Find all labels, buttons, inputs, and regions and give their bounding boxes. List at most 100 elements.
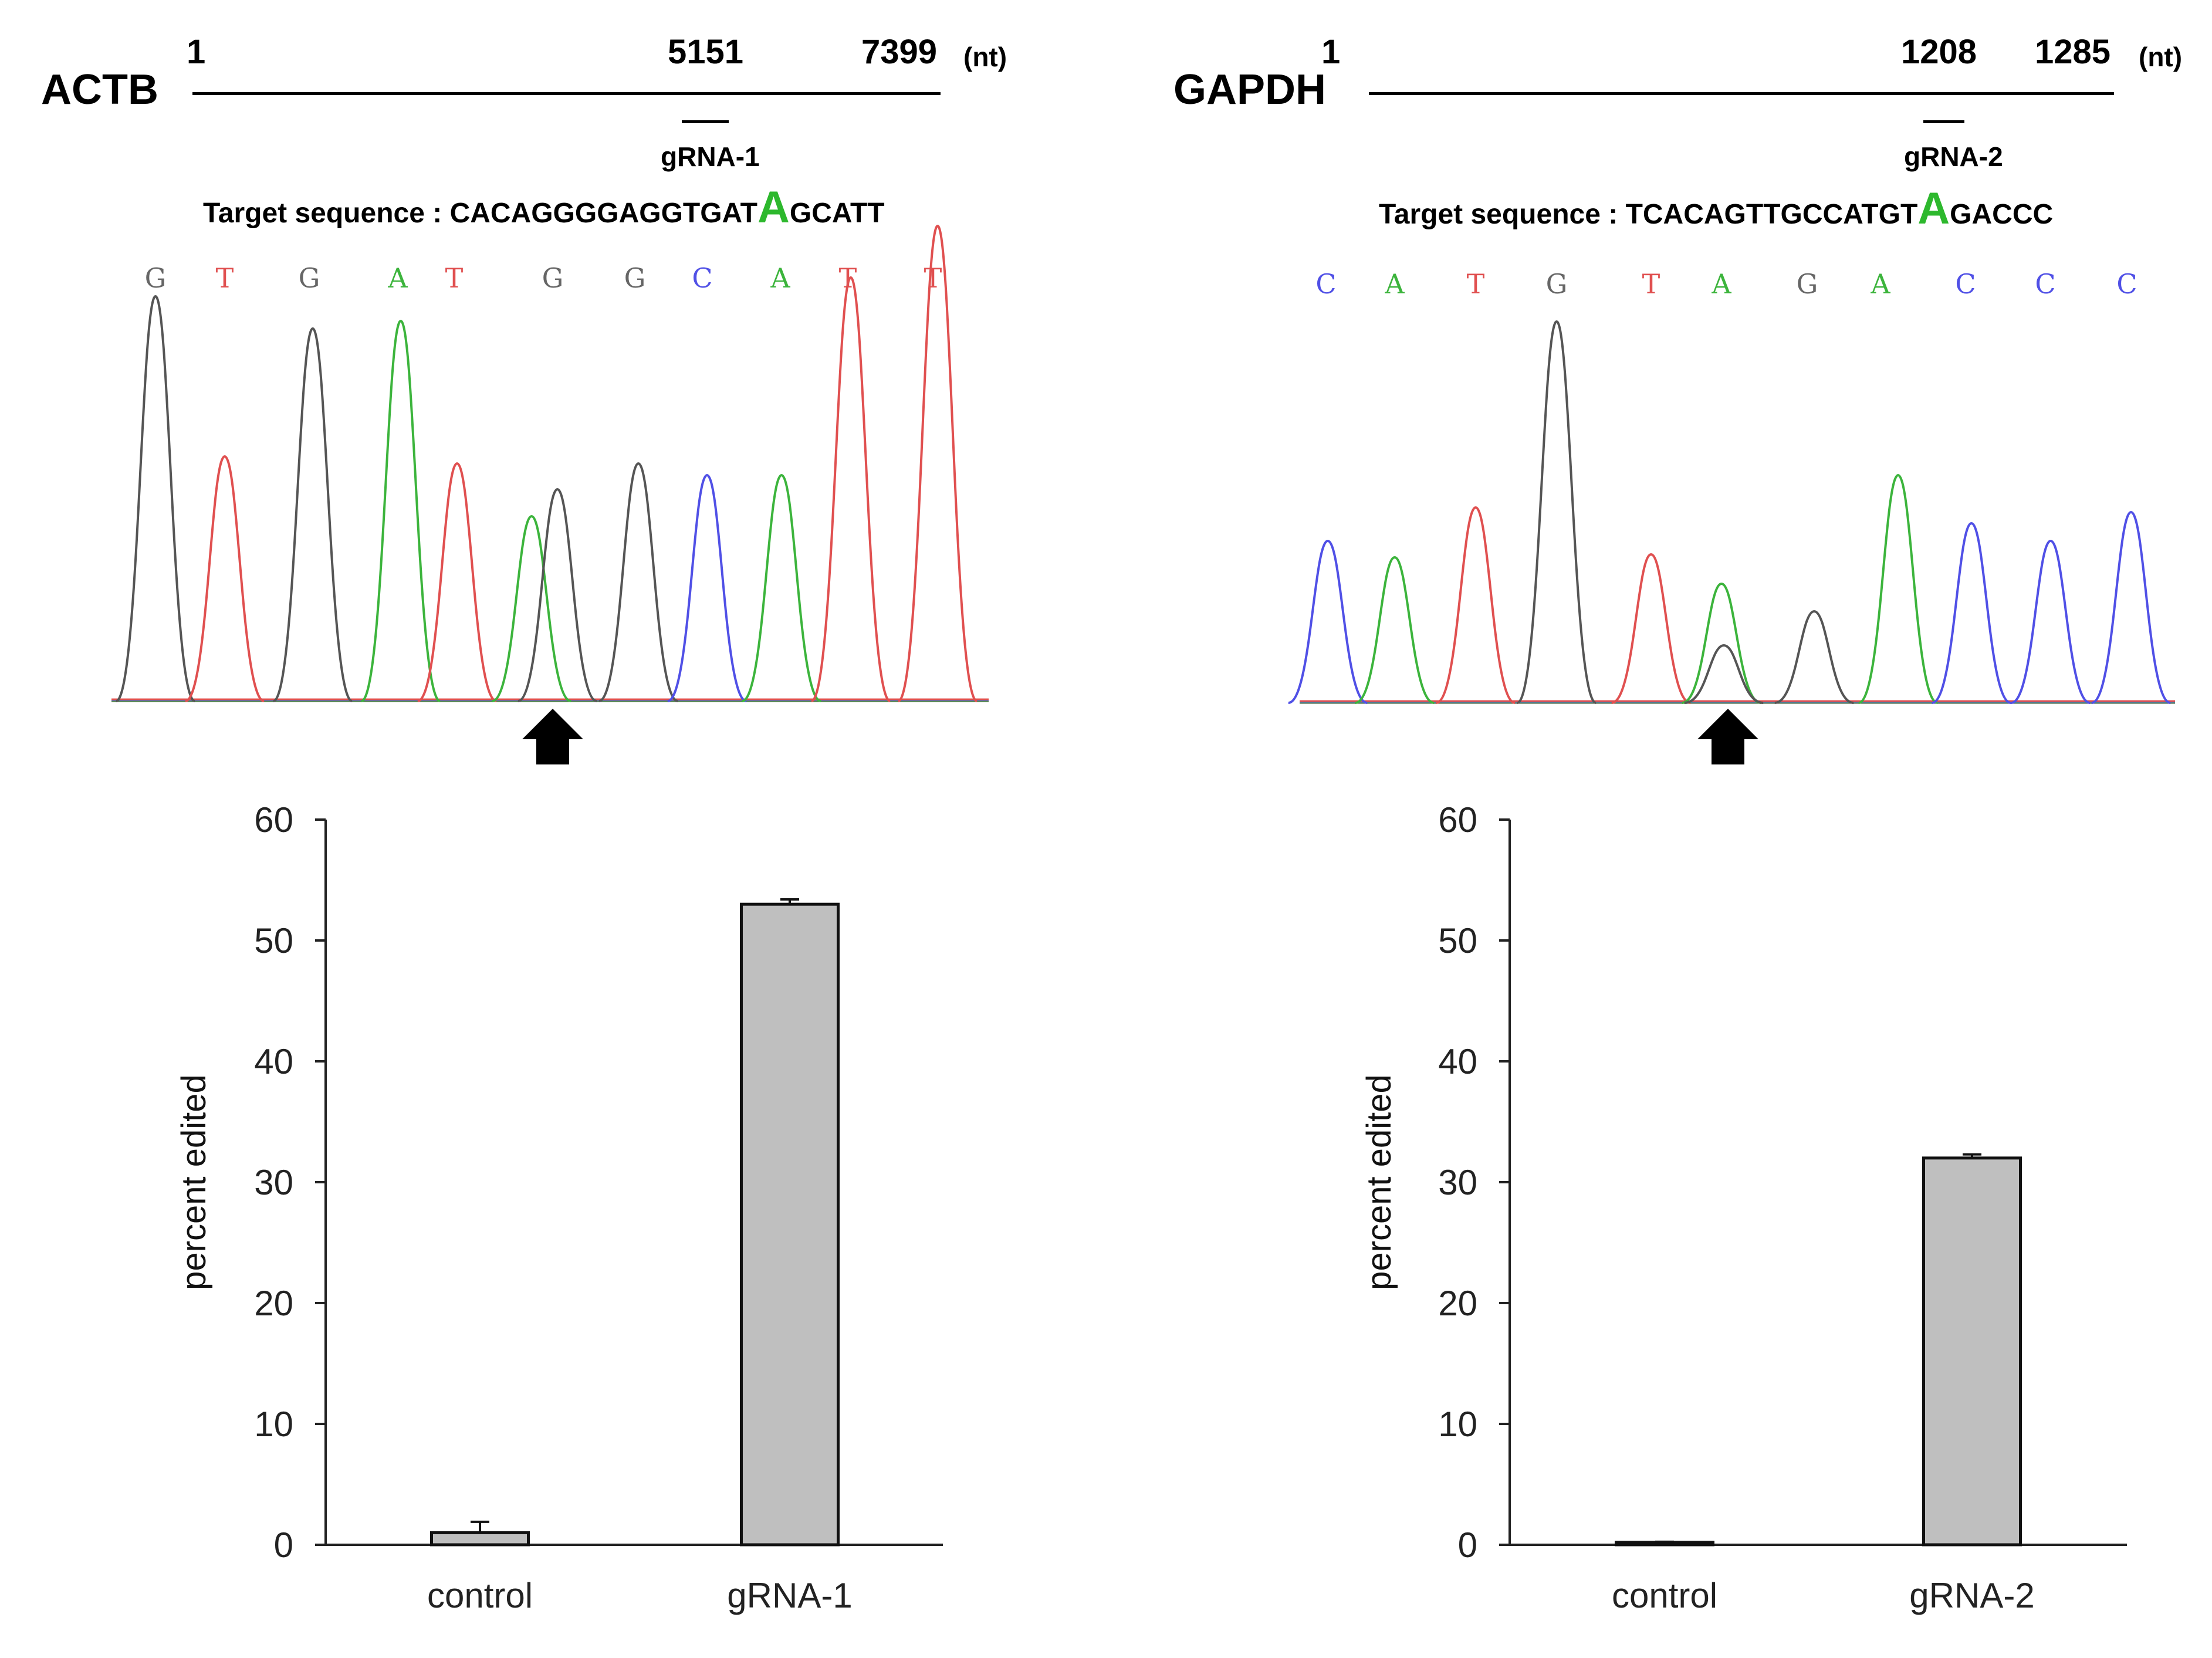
transcript-line: [1369, 92, 2114, 95]
target-after: GCATT: [789, 198, 885, 229]
base-call-letter: T: [216, 262, 234, 294]
y-tick-label: 50: [254, 921, 293, 960]
edit-site-arrow-icon: [1697, 709, 1758, 764]
chromatogram-peak: [897, 224, 978, 702]
edited-base: A: [1917, 184, 1950, 234]
target-sequence: Target sequence : CACAGGGGAGGTGATAGCATT: [203, 182, 885, 233]
base-call-letter: A: [1870, 268, 1890, 300]
base-call-letter: T: [1642, 268, 1660, 300]
y-tick-label: 30: [1438, 1163, 1477, 1202]
grna-marker: [682, 120, 729, 123]
y-tick-label: 20: [1438, 1284, 1477, 1323]
transcript-line: [192, 92, 941, 95]
chromatogram-peak: [742, 473, 821, 702]
grna-marker: [1923, 120, 1964, 123]
base-call-letter: G: [299, 262, 320, 294]
chromatogram-peak: [1932, 522, 2011, 704]
y-tick-label: 10: [254, 1405, 293, 1444]
map-start-position: 1: [1321, 33, 1341, 71]
base-call-letter: C: [1315, 268, 1336, 300]
chromatogram-peak: [492, 515, 571, 702]
category-label: control: [427, 1576, 533, 1615]
base-call-letter: A: [1711, 268, 1731, 300]
gene-name: ACTB: [41, 66, 158, 113]
map-end-position: 7399: [861, 33, 938, 71]
y-tick-label: 30: [254, 1163, 293, 1202]
chromatogram-peak: [272, 327, 353, 702]
map-unit: (nt): [2139, 42, 2183, 72]
chromatogram-peak: [1611, 553, 1691, 704]
chromatogram-peak: [1436, 506, 1516, 704]
category-label: gRNA-1: [727, 1576, 852, 1615]
base-call-letter: G: [1797, 268, 1818, 300]
chromatogram-peak: [2091, 510, 2171, 704]
bar: [430, 1531, 530, 1547]
actb-panel: ACTB 1 5151 7399 (nt) gRNA-1 Target sequ…: [41, 33, 1007, 1615]
chromatogram-peak: [417, 462, 497, 702]
base-call-letter: A: [1384, 268, 1405, 300]
map-site-position: 5151: [668, 33, 744, 71]
base-call-letter: G: [1546, 268, 1568, 300]
bar-chart: 0 10 20 30 40 50 60 percent edited control gRNA-2: [1360, 800, 2127, 1615]
y-tick-label: 10: [1438, 1405, 1477, 1444]
target-before: CACAGGGGAGGTGAT: [449, 198, 757, 229]
base-call-letter: T: [924, 262, 942, 294]
y-tick-label: 50: [1438, 921, 1477, 960]
target-after: GACCC: [1950, 199, 2054, 230]
category-label: gRNA-2: [1909, 1576, 2034, 1615]
bar: [740, 902, 840, 1547]
chromatogram-peak: [518, 488, 597, 702]
chromatogram-peak: [667, 473, 747, 702]
chromatogram-peak: [185, 455, 265, 702]
target-sequence: Target sequence : TCACAGTTGCCATGTAGACCC: [1379, 183, 2053, 234]
y-axis-title: percent edited: [1360, 1074, 1398, 1290]
chromatogram-peak: [1774, 610, 1854, 704]
gapdh-panel: GAPDH 1 1208 1285 (nt) gRNA-2 Target seq…: [1106, 0, 2212, 1658]
y-tick-label: 0: [1458, 1525, 1477, 1565]
map-end-position: 1285: [2035, 33, 2111, 71]
bar: [1922, 1156, 2022, 1547]
category-label: control: [1612, 1576, 1717, 1615]
y-tick-label: 20: [254, 1284, 293, 1323]
edit-site-arrow-icon: [522, 709, 583, 764]
target-prefix: Target sequence :: [203, 198, 450, 229]
chromatogram-peak: [810, 276, 891, 702]
base-call-letter: G: [145, 262, 167, 294]
base-call-letter: C: [2035, 268, 2055, 300]
map-site-position: 1208: [1901, 33, 1977, 71]
target-before: TCACAGTTGCCATGT: [1625, 199, 1918, 230]
base-call-letter: C: [1955, 268, 1976, 300]
chromatogram-peak: [1858, 473, 1938, 704]
y-tick-label: 40: [1438, 1042, 1477, 1081]
chromatogram-peak: [1682, 582, 1761, 704]
y-tick-label: 40: [254, 1042, 293, 1081]
target-prefix: Target sequence :: [1379, 199, 1626, 230]
base-call-letter: T: [445, 262, 464, 294]
base-call-letter: C: [2116, 268, 2137, 300]
edited-base: A: [757, 182, 790, 232]
chromatogram-peak: [360, 319, 441, 702]
chromatogram-peak: [1288, 539, 1368, 704]
chromatogram-peak: [2011, 539, 2091, 704]
base-call-letter: T: [1467, 268, 1485, 300]
chromatogram-peak: [1355, 556, 1435, 704]
map-start-position: 1: [187, 33, 206, 71]
grna-label: gRNA-2: [1904, 141, 2003, 172]
gene-name: GAPDH: [1173, 66, 1327, 113]
base-call-letter: A: [387, 262, 408, 294]
base-call-letter: A: [770, 262, 790, 294]
chromatogram-peak: [598, 462, 678, 702]
y-tick-label: 0: [274, 1525, 293, 1565]
base-call-letter: C: [692, 262, 712, 294]
chromatogram-peak: [1684, 644, 1764, 704]
grna-label: gRNA-1: [661, 141, 760, 172]
base-call-letter: G: [624, 262, 646, 294]
y-axis-title: percent edited: [175, 1074, 213, 1290]
y-tick-label: 60: [1438, 800, 1477, 840]
y-tick-label: 60: [254, 800, 293, 840]
chromatogram-peak: [115, 295, 196, 702]
bar-chart: 0 10 20 30 40 50 60 percent edited control gRNA-1: [175, 800, 943, 1615]
chromatogram-peak: [1516, 320, 1597, 704]
